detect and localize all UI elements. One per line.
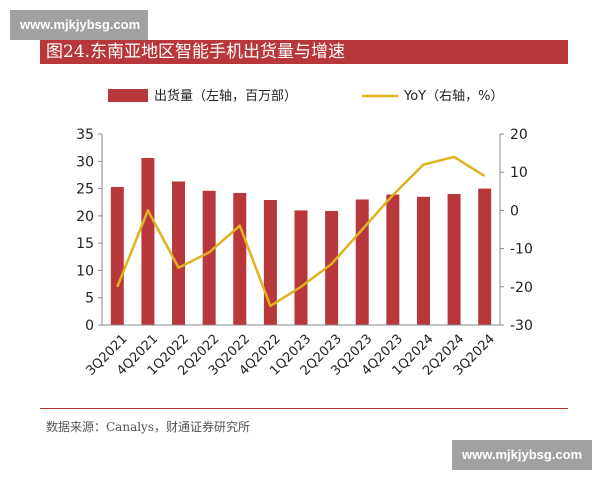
left-tick-label: 25	[76, 182, 94, 198]
x-axis-ticks: 3Q20214Q20211Q20222Q20223Q20224Q20221Q20…	[83, 332, 497, 379]
right-tick-label: 0	[510, 203, 519, 219]
line-series	[116, 155, 486, 308]
bar-4Q2023	[386, 194, 400, 325]
source-note: 数据来源：Canalys，财通证券研究所	[46, 420, 250, 434]
bar-3Q2022	[233, 192, 247, 325]
left-tick-label: 0	[85, 318, 94, 334]
bar-1Q2023	[294, 210, 308, 325]
bar-1Q2024	[416, 196, 430, 325]
bar-2Q2023	[325, 210, 339, 325]
bar-3Q2024	[478, 188, 492, 325]
legend-bar-label: 出货量（左轴，百万部）	[154, 88, 297, 104]
left-tick-label: 20	[76, 209, 94, 225]
left-tick-label: 15	[76, 236, 94, 252]
legend-line-label: YoY（右轴，%）	[403, 89, 503, 104]
left-tick-label: 10	[76, 263, 94, 279]
bar-series	[110, 158, 492, 325]
right-tick-label: -30	[510, 318, 533, 334]
legend: 出货量（左轴，百万部） YoY（右轴，%）	[108, 88, 503, 104]
right-tick-label: -10	[510, 242, 533, 258]
bar-3Q2023	[355, 199, 369, 325]
bar-3Q2021	[110, 186, 124, 325]
bar-4Q2021	[141, 158, 155, 325]
chart-title: 图24.东南亚地区智能手机出货量与增速	[40, 40, 568, 64]
legend-bar-swatch	[108, 89, 148, 102]
bar-2Q2024	[447, 194, 461, 325]
bar-4Q2022	[263, 200, 277, 325]
footer-rule	[40, 408, 568, 409]
right-tick-label: 10	[510, 165, 528, 181]
bar-1Q2022	[172, 181, 186, 325]
left-tick-label: 5	[85, 291, 94, 307]
watermark-top: www.mjkjybsg.com	[10, 10, 148, 40]
right-tick-label: -20	[510, 280, 533, 296]
left-tick-label: 30	[76, 154, 94, 170]
axes: 0 5 10 15 20 25 30 35 -30 -20 -10 0 10 20	[76, 127, 533, 334]
left-tick-label: 35	[76, 127, 94, 143]
watermark-bottom: www.mjkjybsg.com	[452, 440, 592, 470]
right-tick-label: 20	[510, 127, 528, 143]
bar-2Q2022	[202, 190, 216, 325]
